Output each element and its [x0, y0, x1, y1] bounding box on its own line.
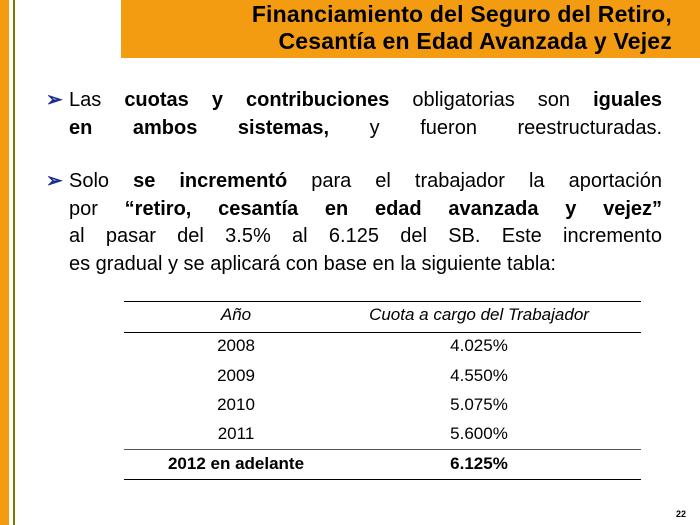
page-number: 22 [675, 509, 686, 519]
title-banner: Financiamiento del Seguro del Retiro, Ce… [121, 0, 700, 58]
table-rule [124, 301, 641, 302]
table-cell-year: 2011 [217, 424, 255, 443]
table-cell-year: 2009 [217, 366, 255, 385]
table-cell-rate: 5.600% [450, 424, 508, 443]
arrow-bullet-icon: ➢ [46, 170, 63, 192]
table-rule [124, 479, 641, 480]
column-header-year: Año [220, 305, 252, 324]
paragraph-line: Solo se incrementó para el trabajador la… [44, 168, 662, 196]
paragraph-line: por “retiro, cesantía en edad avanzada y… [44, 196, 662, 224]
left-accent-line [13, 0, 15, 525]
paragraph-line: al pasar del 3.5% al 6.125 del SB. Este … [69, 225, 662, 247]
bold-text-run: se incrementó [133, 170, 288, 192]
paragraph-line: Las cuotas y contribuciones obligatorias… [44, 87, 662, 115]
paragraph-line: en ambos sistemas, y fueron reestructura… [44, 115, 662, 143]
text-run: por [69, 197, 125, 220]
left-accent-bar [0, 0, 9, 525]
table-cell-year: 2008 [217, 336, 255, 355]
table-cell-rate: 4.550% [450, 366, 508, 385]
table-rule [124, 332, 641, 333]
text-run: Las [69, 89, 125, 111]
bold-text-run: “retiro, cesantía en edad avanzada y vej… [124, 197, 662, 220]
text-run: para el trabajador la aportación [287, 170, 662, 192]
table-cell-rate: 5.075% [450, 395, 508, 414]
table-cell-rate: 4.025% [450, 336, 508, 355]
table-cell-year: 2010 [217, 395, 255, 414]
text-run: y fueron reestructuradas. [329, 116, 663, 139]
slide-title-line-1: Financiamiento del Seguro del Retiro, [251, 1, 672, 27]
bold-text-run: iguales [593, 89, 662, 111]
slide-title-line-2: Cesantía en Edad Avanzada y Vejez [278, 28, 672, 54]
table-cell-year-total: 2012 en adelante [167, 454, 305, 473]
arrow-bullet-icon: ➢ [46, 89, 63, 111]
column-header-contribution: Cuota a cargo del Trabajador [369, 305, 589, 324]
bullet-paragraph-2: ➢ Solo se incrementó para el trabajador … [44, 168, 662, 278]
bold-text-run: en ambos sistemas, [69, 116, 330, 139]
table-rule [124, 449, 641, 450]
bullet-paragraph-1: ➢ Las cuotas y contribuciones obligatori… [44, 87, 662, 142]
table-cell-rate-total: 6.125% [450, 454, 508, 473]
text-run: obligatorias son [389, 89, 594, 111]
paragraph-line: es gradual y se aplicará con base en la … [69, 252, 556, 275]
bold-text-run: cuotas y contribuciones [124, 89, 390, 111]
text-run: Solo [69, 170, 134, 192]
